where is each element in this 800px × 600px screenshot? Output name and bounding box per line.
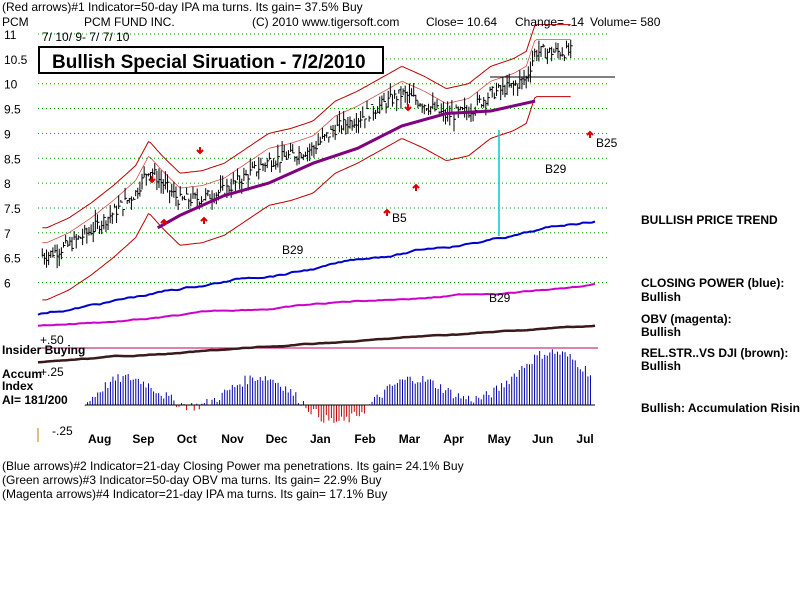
y-tick-label: 9.5 bbox=[4, 103, 21, 117]
x-tick-label: Jan bbox=[310, 432, 331, 446]
ma50-path bbox=[156, 99, 536, 230]
date-range: 7/ 10/ 9- 7/ 7/ 10 bbox=[42, 30, 130, 44]
plus50-label: +.50 bbox=[40, 333, 64, 347]
accum-index-bars bbox=[84, 349, 595, 423]
footer-line3: (Magenta arrows)#4 Indicator=21-day IPA … bbox=[2, 487, 388, 501]
accum-note: Bullish: Accumulation Rising bbox=[641, 401, 800, 415]
obv-label: OBV (magenta): bbox=[641, 312, 732, 326]
accum-label: Accum bbox=[2, 367, 43, 381]
insider-buying-label: Insider Buying bbox=[2, 343, 86, 357]
signal-arrow bbox=[196, 147, 204, 155]
upper-band bbox=[42, 24, 571, 229]
rel-strength-label: REL.STR..VS DJI (brown): bbox=[641, 346, 789, 360]
footer-line1: (Blue arrows)#2 Indicator=21-day Closing… bbox=[2, 459, 464, 473]
y-tick-label: 7.5 bbox=[4, 202, 21, 216]
closing-power-label: CLOSING POWER (blue): bbox=[641, 276, 785, 290]
lower-band bbox=[42, 96, 571, 301]
signal-arrow bbox=[160, 218, 168, 226]
annotation-label: B29 bbox=[489, 291, 511, 305]
rel-strength-path bbox=[37, 324, 596, 364]
signal-arrow bbox=[412, 183, 420, 191]
annotation-label: B25 bbox=[596, 136, 618, 150]
closing-power-path bbox=[37, 220, 596, 316]
rel-strength-status: Bullish bbox=[641, 359, 682, 373]
signal-arrow bbox=[148, 176, 156, 184]
price-bars bbox=[41, 39, 573, 269]
signal-arrow bbox=[404, 104, 412, 112]
annotation-label: B29 bbox=[545, 162, 567, 176]
x-tick-label: Sep bbox=[132, 432, 154, 446]
y-tick-label: 8.5 bbox=[4, 152, 21, 166]
y-tick-label: 11 bbox=[4, 28, 17, 42]
y-tick-label: 8 bbox=[4, 177, 11, 191]
y-axis-ticks: 11 10.5 10 9.5 9 8.5 8 7.5 7 6.5 6 bbox=[4, 28, 28, 291]
x-tick-label: May bbox=[488, 432, 512, 446]
closing-power-line bbox=[37, 220, 596, 316]
x-tick-label: Jun bbox=[532, 432, 553, 446]
inner-band bbox=[42, 39, 571, 244]
price-trend-label: BULLISH PRICE TREND bbox=[641, 213, 778, 227]
chart-title-box: Bullish Special Siruation - 7/2/2010 bbox=[38, 46, 384, 74]
y-tick-label: 6.5 bbox=[4, 252, 21, 266]
indicator1-text: (Red arrows)#1 Indicator=50-day IPA ma t… bbox=[2, 0, 363, 14]
copyright-text: (C) 2010 www.tigersoft.com bbox=[252, 15, 400, 29]
rel-strength-line bbox=[37, 324, 596, 364]
plus25-label: +.25 bbox=[40, 365, 64, 379]
x-tick-label: Jul bbox=[576, 432, 593, 446]
change-value: Change= .14 bbox=[515, 15, 585, 29]
x-axis-ticks: Aug Sep Oct Nov Dec Jan Feb Mar Apr May Jun Jul bbox=[88, 432, 594, 446]
ai-value: AI= 181/200 bbox=[2, 393, 68, 407]
chart-markers: B29 B5 B29 B29 B25 bbox=[148, 76, 618, 305]
chart-grid bbox=[37, 33, 610, 442]
close-value: Close= 10.64 bbox=[426, 15, 498, 29]
closing-power-status: Bullish bbox=[641, 290, 682, 304]
x-tick-label: Nov bbox=[221, 432, 244, 446]
fund-name: PCM FUND INC. bbox=[84, 15, 175, 29]
volume-value: Volume= 580 bbox=[590, 15, 661, 29]
ma50-line bbox=[156, 99, 536, 230]
x-tick-label: Mar bbox=[399, 432, 421, 446]
signal-arrow bbox=[383, 208, 391, 216]
y-tick-label: 9 bbox=[4, 127, 11, 141]
signal-arrow bbox=[586, 130, 594, 138]
signal-arrow bbox=[200, 216, 208, 224]
y-tick-label: 10.5 bbox=[4, 53, 28, 67]
obv-line bbox=[37, 282, 596, 327]
obv-status: Bullish bbox=[641, 325, 682, 339]
y-tick-label: 7 bbox=[4, 227, 11, 241]
x-tick-label: Dec bbox=[266, 432, 288, 446]
y-tick-label: 6 bbox=[4, 277, 11, 291]
envelope-bands bbox=[42, 24, 571, 301]
annotation-label: B5 bbox=[392, 211, 407, 225]
chart-title: Bullish Special Siruation - 7/2/2010 bbox=[52, 52, 366, 73]
x-tick-label: Aug bbox=[88, 432, 111, 446]
footer-line2: (Green arrows)#3 Indicator=50-day OBV ma… bbox=[2, 473, 382, 487]
minus25-label: -.25 bbox=[52, 424, 73, 438]
x-tick-label: Apr bbox=[443, 432, 464, 446]
y-tick-label: 10 bbox=[4, 78, 18, 92]
index-label: Index bbox=[2, 379, 34, 393]
x-tick-label: Feb bbox=[354, 432, 375, 446]
ticker-label: PCM bbox=[2, 15, 29, 29]
annotation-label: B29 bbox=[282, 243, 304, 257]
obv-path bbox=[37, 282, 596, 327]
x-tick-label: Oct bbox=[177, 432, 197, 446]
